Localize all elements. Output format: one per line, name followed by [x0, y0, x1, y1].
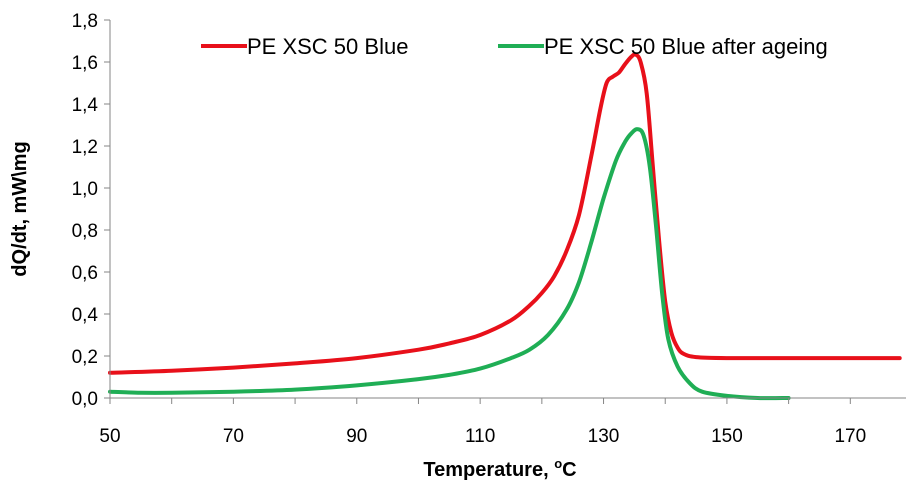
x-tick-label: 50 — [99, 426, 120, 447]
y-axis: 0,0 0,2 0,4 0,6 0,8 1,0 1,2 1,4 1,6 1,8 — [72, 11, 111, 410]
y-tick-label: 0,4 — [72, 305, 99, 326]
legend-item-0: PE XSC 50 Blue — [201, 34, 408, 59]
x-tick-label: 70 — [223, 426, 244, 447]
x-axis-title-unit: C — [562, 459, 576, 481]
x-tick-label: 110 — [465, 426, 495, 447]
legend: PE XSC 50 Blue PE XSC 50 Blue after agei… — [201, 34, 828, 59]
y-tick-label: 1,4 — [72, 95, 99, 116]
y-tick-label: 0,0 — [72, 389, 98, 410]
legend-label-0: PE XSC 50 Blue — [247, 34, 408, 59]
y-tick-label: 1,8 — [72, 11, 98, 32]
x-axis: 50 70 90 110 130 150 170 — [99, 397, 906, 447]
plot-area — [108, 52, 902, 401]
y-tick-label: 1,2 — [72, 137, 98, 158]
x-tick-label: 150 — [711, 426, 743, 447]
y-tick-label: 1,6 — [72, 53, 98, 74]
y-axis-title: dQ/dt, mW\mg — [9, 141, 31, 277]
y-tick-label: 0,2 — [72, 347, 98, 368]
x-axis-title: Temperature, oC — [423, 456, 576, 481]
x-axis-title-superscript: o — [554, 456, 562, 471]
x-tick-label: 130 — [588, 426, 620, 447]
series-line-0 — [108, 52, 902, 375]
y-tick-label: 0,8 — [72, 221, 98, 242]
y-tick-label: 0,6 — [72, 263, 98, 284]
x-tick-label: 170 — [834, 426, 866, 447]
x-tick-label: 90 — [346, 426, 367, 447]
legend-item-1: PE XSC 50 Blue after ageing — [498, 34, 828, 59]
y-tick-label: 1,0 — [72, 179, 98, 200]
legend-label-1: PE XSC 50 Blue after ageing — [544, 34, 828, 59]
x-axis-title-main: Temperature, — [423, 459, 554, 481]
series-line-1 — [108, 127, 791, 401]
